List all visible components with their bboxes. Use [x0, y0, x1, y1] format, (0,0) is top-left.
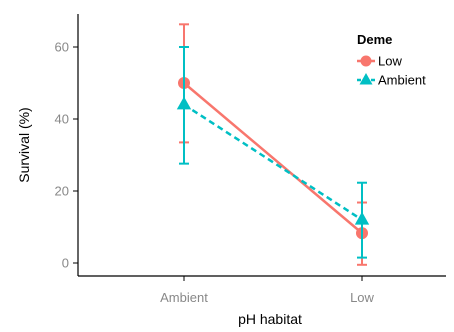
legend-title: Deme	[357, 32, 392, 47]
legend-item-ambient: Ambient	[357, 73, 426, 88]
y-tick-label: 40	[55, 112, 69, 127]
series-line	[183, 82, 363, 235]
legend-label: Ambient	[378, 73, 426, 88]
x-axis-title: pH habitat	[238, 311, 302, 327]
legend-swatch-marker	[359, 73, 373, 85]
x-tick-label: Ambient	[160, 290, 208, 305]
legend-item-low: Low	[357, 54, 402, 69]
x-ticks: Ambient Low	[160, 276, 375, 305]
legend-items: Low Ambient	[357, 54, 426, 88]
y-tick-label: 0	[62, 256, 69, 271]
y-axis-title: Survival (%)	[16, 107, 32, 182]
y-tick-label: 20	[55, 184, 69, 199]
legend-label: Low	[378, 54, 402, 69]
legend-swatch-marker	[360, 55, 372, 67]
axes	[77, 14, 446, 277]
y-tick-label: 60	[55, 40, 69, 55]
x-tick-label: Low	[350, 290, 374, 305]
data-point	[354, 211, 370, 225]
series-line	[183, 103, 363, 221]
data-point	[176, 96, 192, 110]
series-ambient	[176, 46, 370, 259]
y-ticks: 0 20 40 60	[55, 40, 78, 271]
legend: Deme Low Ambient	[352, 30, 444, 92]
series-layer	[176, 23, 370, 266]
series-low	[178, 23, 368, 266]
